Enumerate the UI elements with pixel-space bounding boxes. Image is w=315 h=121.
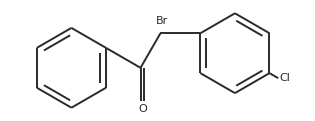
Text: O: O <box>138 104 147 114</box>
Text: Cl: Cl <box>279 73 290 83</box>
Text: Br: Br <box>155 16 168 26</box>
